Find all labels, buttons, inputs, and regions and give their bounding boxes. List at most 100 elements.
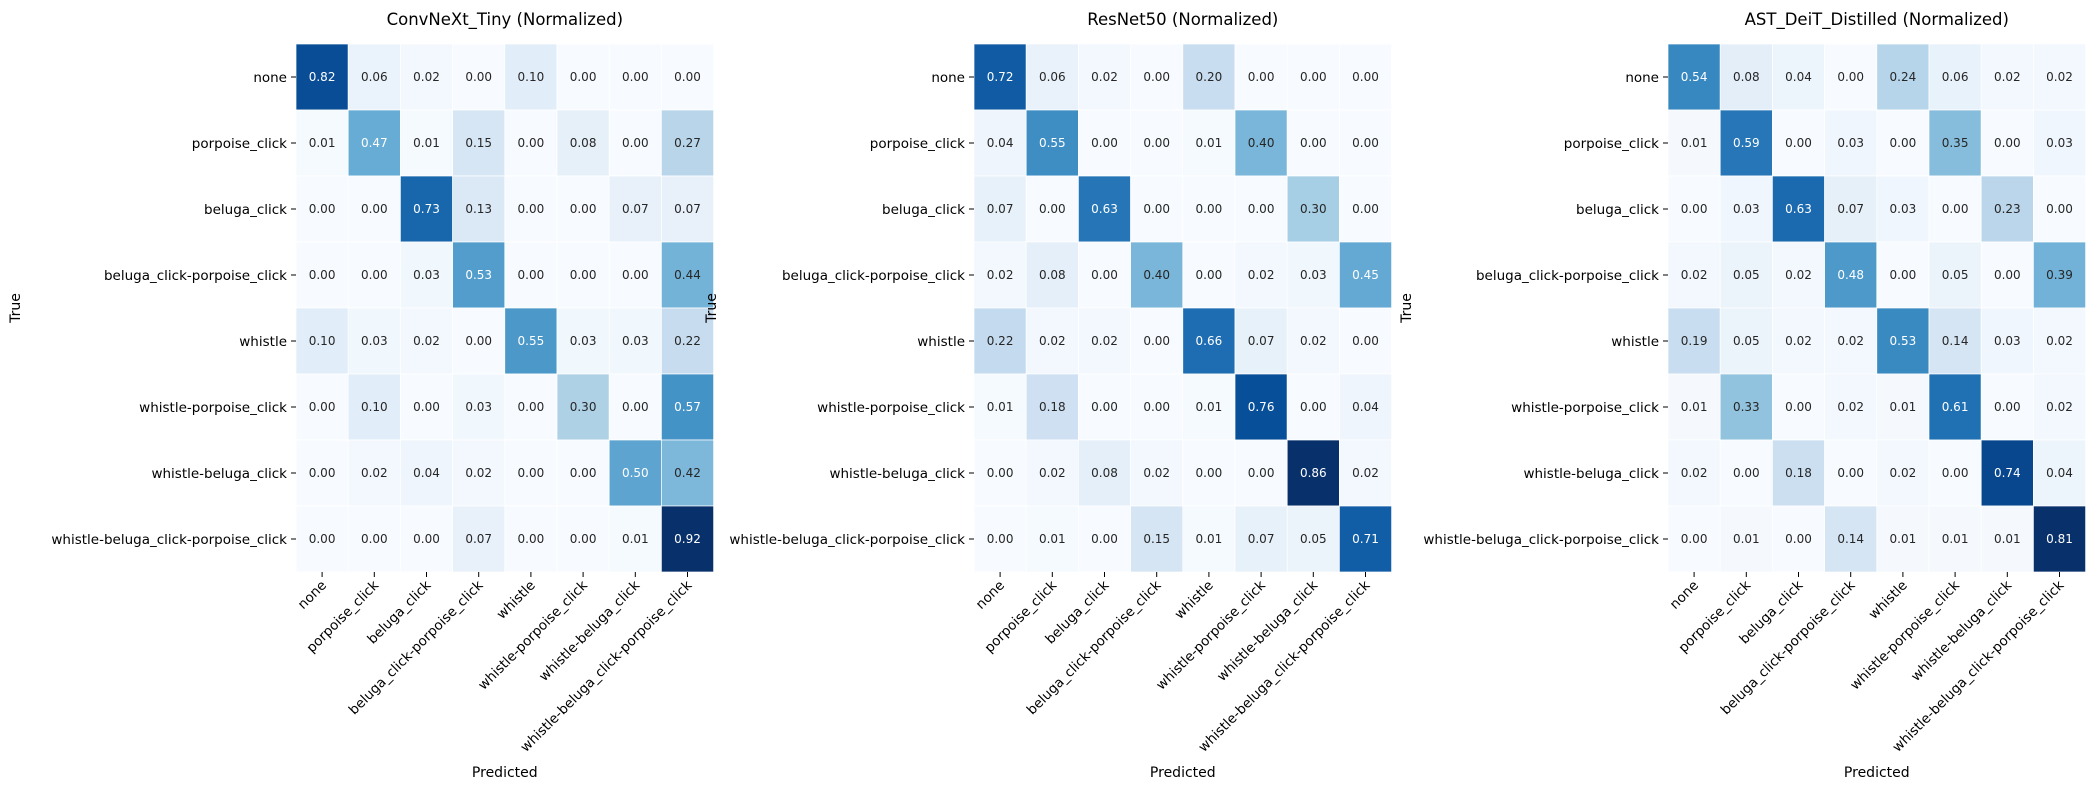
cell-value: 0.02 [1248, 268, 1275, 282]
y-axis-label: True [8, 293, 24, 324]
heatmap-cell [1928, 43, 1982, 111]
heatmap-cell [347, 109, 401, 177]
y-tick-label: porpoise_click [870, 136, 965, 152]
cell-value: 0.22 [987, 334, 1014, 348]
heatmap-cell [1078, 373, 1131, 441]
cell-value: 0.55 [518, 334, 545, 348]
y-axis-label: True [704, 293, 720, 324]
y-tick-label: whistle [239, 334, 287, 350]
heatmap-cell [347, 175, 401, 243]
cell-value: 0.06 [1039, 70, 1066, 84]
cell-value: 0.00 [1091, 268, 1118, 282]
cell-value: 0.02 [1994, 70, 2021, 84]
cell-value: 0.00 [1785, 136, 1812, 150]
heatmap-cell [2033, 109, 2086, 177]
cell-value: 0.00 [1994, 268, 2021, 282]
cell-value: 0.04 [2046, 466, 2073, 480]
cell-value: 0.05 [1733, 334, 1760, 348]
cell-value: 0.18 [1785, 466, 1812, 480]
heatmap-cell [295, 175, 349, 243]
cell-value: 0.00 [361, 268, 388, 282]
heatmap-cell [973, 307, 1027, 375]
heatmap-cell [1876, 109, 1930, 177]
y-tick-label: none [1625, 70, 1659, 86]
heatmap-cell [1182, 241, 1236, 309]
cell-value: 0.00 [1039, 202, 1066, 216]
cell-value: 0.00 [1994, 400, 2021, 414]
cell-value: 0.08 [1733, 70, 1760, 84]
cell-value: 0.08 [1091, 466, 1118, 480]
cell-value: 0.39 [2046, 268, 2073, 282]
heatmap-cell [661, 373, 714, 441]
panel-title: ResNet50 (Normalized) [1087, 10, 1278, 29]
cell-value: 0.00 [518, 400, 545, 414]
y-tick-label: whistle-beluga_click [151, 466, 287, 482]
cell-value: 0.00 [1352, 70, 1379, 84]
cell-value: 0.00 [1785, 532, 1812, 546]
heatmap-cell [400, 241, 453, 309]
cell-value: 0.00 [518, 202, 545, 216]
cell-value: 0.00 [309, 400, 336, 414]
cell-value: 0.15 [1143, 532, 1170, 546]
heatmap-cell [1182, 307, 1236, 375]
heatmap-cell [1234, 241, 1288, 309]
cell-value: 0.01 [1681, 400, 1708, 414]
cell-value: 0.71 [1352, 532, 1379, 546]
heatmap-cell [1667, 43, 1721, 111]
heatmap-cell [1130, 307, 1184, 375]
heatmap-cell [1182, 439, 1236, 507]
cell-value: 0.00 [309, 466, 336, 480]
cell-value: 0.10 [309, 334, 336, 348]
cell-value: 0.00 [361, 202, 388, 216]
heatmap-cell [1667, 307, 1721, 375]
cell-value: 0.40 [1143, 268, 1170, 282]
cell-value: 0.00 [1196, 202, 1223, 216]
cell-value: 0.40 [1248, 136, 1275, 150]
heatmap-cell [1876, 175, 1930, 243]
cell-value: 0.30 [1300, 202, 1327, 216]
heatmap-cell [452, 241, 506, 309]
cell-value: 0.03 [361, 334, 388, 348]
cell-value: 0.53 [1890, 334, 1917, 348]
cell-value: 0.53 [465, 268, 492, 282]
heatmap-cell [295, 241, 349, 309]
heatmap-cell [400, 373, 453, 441]
heatmap-cell [452, 307, 506, 375]
heatmap-cell [1025, 241, 1079, 309]
cell-value: 0.01 [1890, 400, 1917, 414]
cell-value: 0.07 [465, 532, 492, 546]
cell-value: 0.00 [413, 532, 440, 546]
cell-value: 0.10 [518, 70, 545, 84]
heatmap-cell [452, 109, 506, 177]
heatmap-cell [608, 175, 662, 243]
cell-value: 0.02 [1039, 466, 1066, 480]
cell-value: 0.00 [1143, 70, 1170, 84]
cell-value: 0.33 [1733, 400, 1760, 414]
heatmap-panel-1: ResNet50 (Normalized) 0.72 0.06 0.02 0.00 0.2… [704, 10, 1392, 781]
heatmap-cell [973, 43, 1027, 111]
cell-value: 0.02 [1681, 268, 1708, 282]
heatmap-cell [1824, 307, 1878, 375]
x-axis-label: Predicted [1150, 765, 1216, 781]
heatmap-cell [1876, 505, 1930, 573]
heatmap-cell [347, 43, 401, 111]
heatmap-cell [1876, 439, 1930, 507]
cell-value: 0.00 [1248, 466, 1275, 480]
heatmap-cell [1078, 505, 1131, 573]
y-tick-label: beluga_click [1576, 202, 1659, 218]
cell-value: 0.00 [309, 532, 336, 546]
cell-value: 0.50 [622, 466, 649, 480]
cell-value: 0.27 [674, 136, 701, 150]
heatmap-cell [504, 373, 558, 441]
heatmap-cell [1078, 439, 1131, 507]
x-tick-label: whistle-beluga_click [1908, 577, 2015, 684]
cell-value: 0.00 [622, 136, 649, 150]
cell-value: 0.02 [413, 334, 440, 348]
cell-value: 0.03 [570, 334, 597, 348]
cell-value: 0.01 [1994, 532, 2021, 546]
heatmap-cell [1339, 307, 1392, 375]
cell-value: 0.00 [622, 70, 649, 84]
cell-value: 0.00 [570, 202, 597, 216]
x-tick-label: whistle [1866, 578, 1911, 623]
